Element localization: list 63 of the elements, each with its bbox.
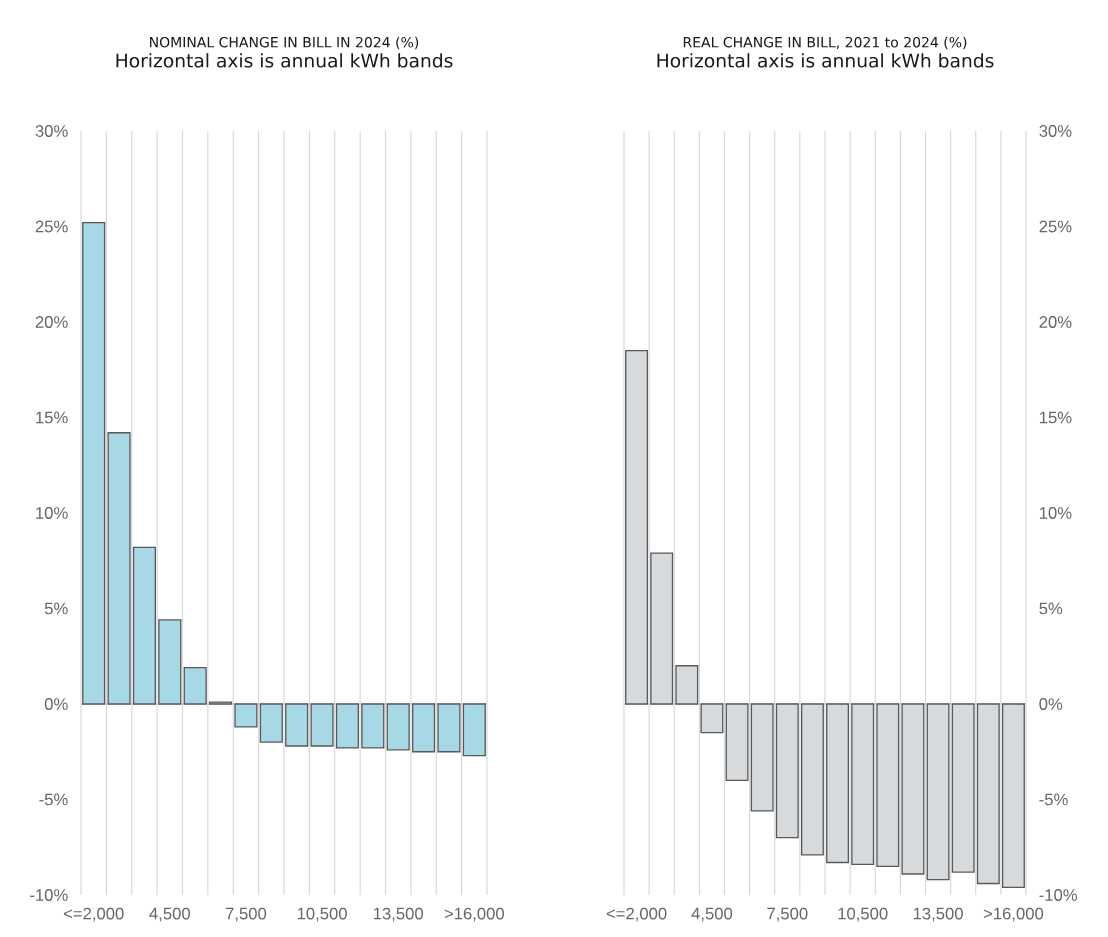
x-tick-label: 7,500: [767, 907, 808, 922]
y-tick-label: 25%: [35, 220, 68, 233]
bar: [183, 667, 207, 705]
bar: [851, 703, 875, 866]
bar: [82, 221, 106, 705]
bar: [335, 703, 360, 749]
y-tick-label: -10%: [1039, 889, 1078, 901]
y-tick-label: 10%: [1039, 507, 1072, 519]
x-tick-label: <=2,000: [606, 907, 667, 922]
x-tick-label: 7,500: [225, 907, 267, 922]
bar: [411, 703, 436, 753]
chart-title: NOMINAL CHANGE IN BILL IN 2024 (%): [150, 36, 419, 50]
y-tick-label: -5%: [39, 793, 68, 806]
bar: [310, 703, 334, 747]
x-tick-label: 10,500: [838, 907, 888, 922]
bar: [926, 703, 950, 881]
chart-subtitle: Horizontal axis is annual kWh bands: [116, 53, 453, 68]
bar: [132, 546, 157, 705]
y-tick-label: -5%: [1039, 793, 1068, 806]
bar: [700, 703, 724, 734]
y-tick-label: 0%: [44, 698, 68, 710]
bar: [107, 432, 131, 705]
bar: [951, 703, 975, 873]
x-tick-label: >16,000: [983, 907, 1044, 922]
x-tick-label: >16,000: [444, 907, 505, 922]
bar: [876, 703, 900, 867]
x-tick-label: <=2,000: [63, 907, 124, 922]
y-tick-label: 15%: [36, 411, 68, 424]
x-tick-label: 4,500: [691, 907, 733, 922]
y-tick-label: 0%: [1039, 698, 1063, 710]
bar: [750, 703, 774, 812]
x-tick-label: 10,500: [297, 907, 347, 922]
bar: [437, 703, 461, 753]
y-tick-label: 10%: [36, 507, 68, 519]
bar: [650, 552, 674, 705]
bar: [725, 703, 749, 782]
bar: [800, 703, 824, 856]
bar: [285, 703, 309, 747]
bar: [361, 703, 385, 749]
bar: [901, 703, 925, 875]
bar: [775, 703, 799, 839]
bar: [386, 703, 410, 751]
y-tick-label: 5%: [44, 602, 68, 615]
y-tick-label: 30%: [1039, 125, 1072, 137]
y-tick-label: 20%: [35, 316, 68, 328]
y-tick-label: 30%: [35, 125, 68, 137]
chart-title: REAL CHANGE IN BILL, 2021 to 2024 (%): [683, 36, 967, 50]
bar: [259, 703, 283, 743]
bar: [158, 619, 182, 705]
bar: [234, 703, 258, 728]
bar: [826, 703, 850, 864]
chart-subtitle: Horizontal axis is annual kWh bands: [657, 53, 994, 68]
x-tick-label: 13,500: [373, 907, 424, 922]
y-tick-label: -10%: [30, 889, 68, 901]
y-tick-label: 5%: [1039, 602, 1063, 615]
bar: [462, 703, 486, 757]
y-tick-label: 25%: [1039, 220, 1072, 233]
x-tick-label: 13,500: [913, 907, 963, 922]
y-tick-label: 15%: [1039, 411, 1072, 424]
bar: [675, 665, 699, 705]
x-tick-label: 4,500: [149, 907, 191, 922]
y-tick-label: 20%: [1039, 316, 1072, 328]
bar: [976, 703, 1000, 885]
